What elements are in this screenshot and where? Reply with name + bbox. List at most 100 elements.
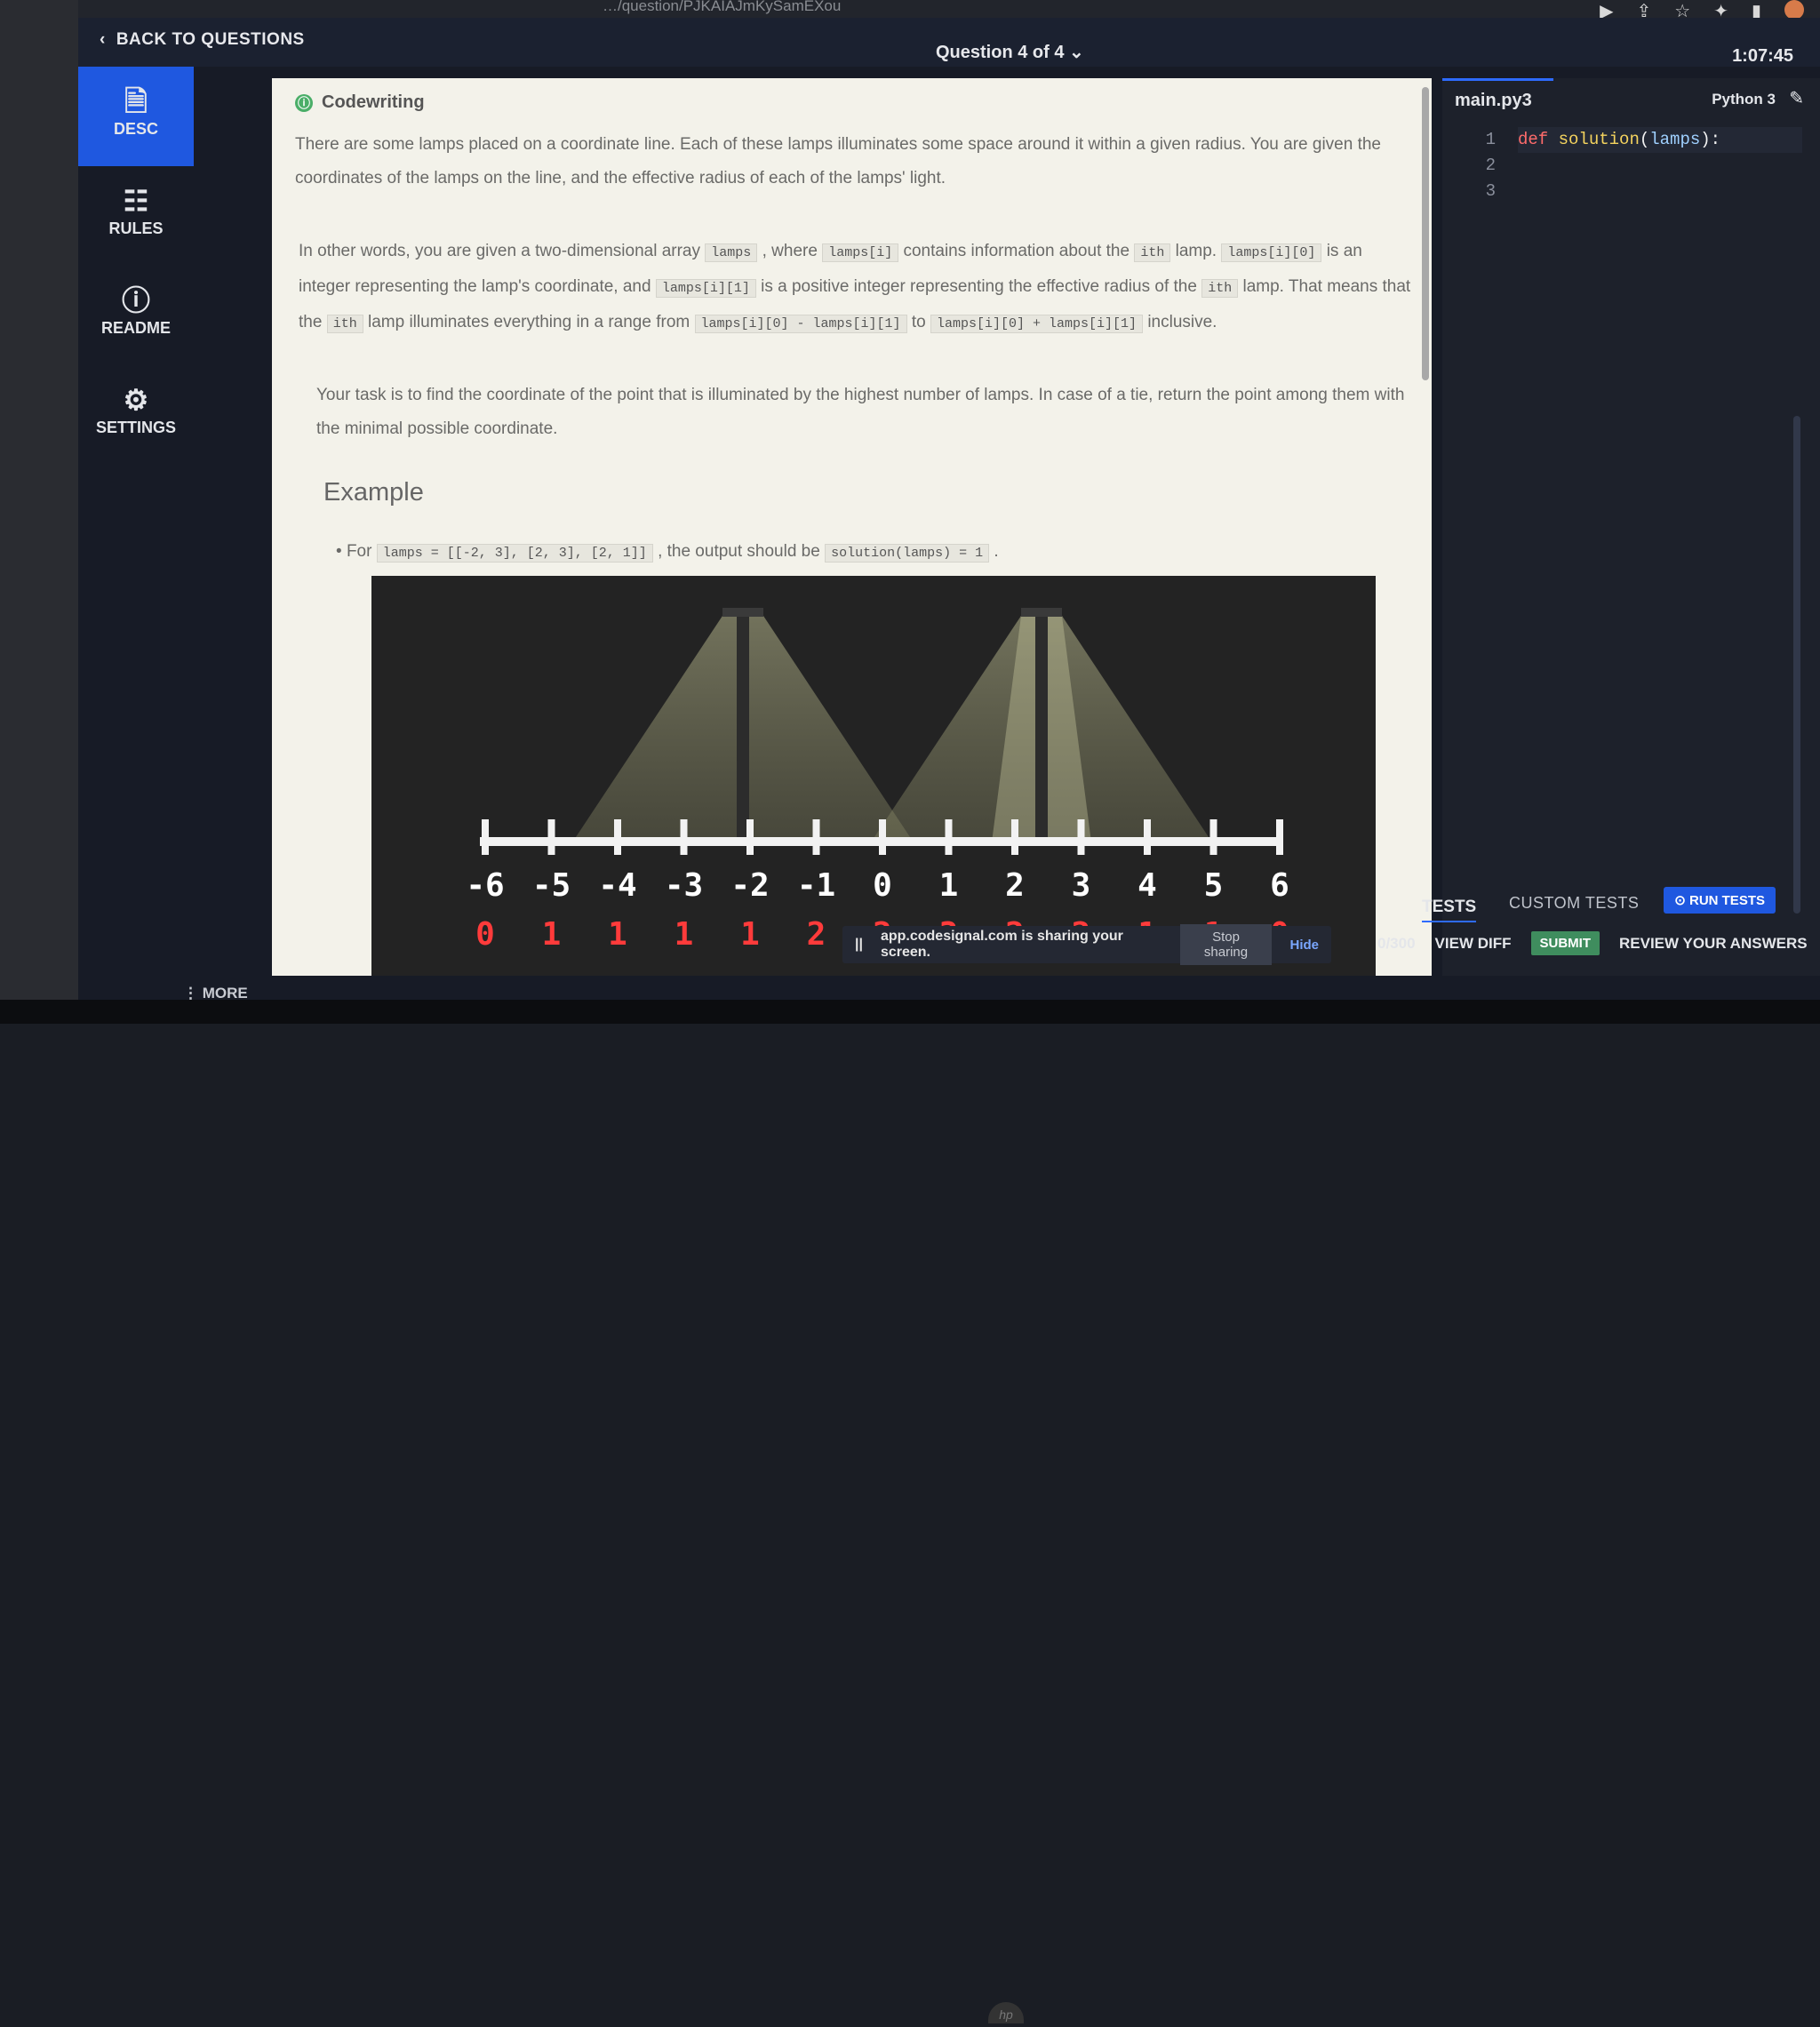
text: lamp. [1175,242,1217,260]
pencil-icon[interactable]: ✎ [1789,89,1804,108]
text: . [994,542,999,561]
lamp-head [722,608,763,617]
language-selector[interactable]: Python 3 [1712,91,1776,108]
count-label: 1 [608,916,627,953]
hide-button[interactable]: Hide [1289,937,1319,953]
paragraph-task: Your task is to find the coordinate of t… [316,386,1405,438]
axis-label: 4 [1138,867,1157,904]
tab-custom-tests[interactable]: CUSTOM TESTS [1509,894,1640,912]
run-tests-button[interactable]: ⊙ RUN TESTS [1664,887,1776,914]
code-line[interactable]: def solution(lamps): [1518,127,1802,153]
text: In other words, you are given a two-dime… [299,242,701,260]
code-ith: ith [1201,279,1239,298]
view-diff-button[interactable]: VIEW DIFF [1434,934,1512,952]
editor-scrollbar[interactable] [1793,416,1800,914]
count-label: 1 [542,916,562,953]
sidebar-item-desc[interactable]: 🗎 DESC [78,67,194,166]
text: is an integer representing the lamp's co… [299,242,1362,296]
axis-tick [1077,819,1085,855]
more-label: MORE [202,985,248,1002]
bullet: • [336,542,347,561]
code-editor: main.py3 Python 3 ✎ 1 2 3 def solution(l… [1442,78,1820,976]
sidepanel-icon[interactable]: ▮ [1751,2,1761,21]
lamp-pole [1035,610,1048,842]
text: to [911,313,926,331]
sidebar-item-label: DESC [113,120,158,138]
text: , the output should be [658,542,820,561]
back-label: BACK TO QUESTIONS [116,30,305,49]
sidebar-item-settings[interactable]: ⚙ SETTINGS [78,365,194,465]
browser-url-bar[interactable]: …/question/PJKAIAJmKySamEXou ▶ ⇪ ☆ ✦ ▮ [78,0,1820,21]
axis-tick [1276,819,1283,855]
info-icon: ⓘ [121,284,150,316]
code-range-end: lamps[i][0] + lamps[i][1] [930,315,1144,333]
axis-label: -2 [730,867,769,904]
code-example-output: solution(lamps) = 1 [825,544,990,563]
text: is a positive integer representing the e… [761,277,1197,296]
axis-label: 3 [1072,867,1091,904]
axis-label: 5 [1204,867,1224,904]
file-tab[interactable]: main.py3 [1442,78,1553,117]
axis-tick [680,819,688,855]
document-icon: 🗎 [124,85,148,117]
codewriting-badge-icon: ⓘ [295,93,313,112]
chevron-down-icon: ⌄ [1069,43,1084,62]
axis-tick [812,819,820,855]
camera-icon[interactable]: ▶ [1600,2,1614,21]
problem-type: ⓘ Codewriting [295,92,425,113]
sidebar-item-rules[interactable]: ☷ RULES [78,166,194,266]
extensions-icon[interactable]: ✦ [1713,2,1728,21]
sidebar-item-label: SETTINGS [95,419,176,436]
review-answers-button[interactable]: REVIEW YOUR ANSWERS [1619,934,1808,952]
monitor-bezel-left [0,0,78,1024]
code-keyword: def [1518,130,1549,149]
lamp-pole [737,610,749,842]
axis-tick [1011,819,1018,855]
axis-label: -1 [797,867,835,904]
submit-button[interactable]: SUBMIT [1530,931,1600,955]
lamp-head [1021,608,1062,617]
count-label: 1 [675,916,694,953]
sidebar-item-readme[interactable]: ⓘ README [78,266,194,365]
axis-tick [1144,819,1151,855]
monitor-logo: hp [988,2002,1024,2023]
chevron-left-icon: ‹ [100,30,106,49]
count-label: 1 [740,916,760,953]
line-number: 2 [1485,156,1496,175]
back-to-questions-button[interactable]: ‹ BACK TO QUESTIONS [100,30,305,50]
question-nav-dropdown[interactable]: Question 4 of 4 ⌄ [936,41,1084,63]
text: contains information about the [903,242,1130,260]
axis-label: -4 [598,867,636,904]
share-icon[interactable]: ⇪ [1636,2,1652,21]
count-label: 2 [807,916,826,953]
more-button[interactable]: ⋮ MORE [183,985,248,1002]
axis-label: 1 [939,867,959,904]
code-function-name: solution [1558,130,1640,149]
line-number: 1 [1485,130,1496,149]
pause-icon: || [855,937,863,952]
axis-tick [945,819,953,855]
text: lamp. [1242,277,1284,296]
star-icon[interactable]: ☆ [1674,2,1691,21]
axis-tick [482,819,489,855]
tab-tests[interactable]: TESTS [1422,898,1477,922]
share-text: app.codesignal.com is sharing your scree… [880,929,1123,960]
line-numbers: 1 2 3 [1478,127,1496,204]
axis-tick [879,819,886,855]
profile-avatar[interactable] [1784,0,1804,20]
monitor-bezel-bottom: hp [0,1000,1820,2023]
description-scrollbar[interactable] [1422,87,1429,380]
problem-type-label: Codewriting [322,92,425,112]
paragraph-intro: There are some lamps placed on a coordin… [295,135,1381,188]
text: , where [762,242,818,260]
paragraph-details: In other words, you are given a two-dime… [299,235,1414,341]
stop-sharing-button[interactable]: Stop sharing [1179,924,1273,965]
action-row: 0/300 VIEW DIFF SUBMIT REVIEW YOUR ANSWE… [1377,931,1808,955]
axis-tick [746,819,754,855]
code-argument: lamps [1649,130,1701,149]
code-lamps-i-0: lamps[i][0] [1221,243,1322,262]
screen-share-bar: || app.codesignal.com is sharing your sc… [842,924,1331,965]
text: lamp illuminates everything in a range f… [368,313,690,331]
